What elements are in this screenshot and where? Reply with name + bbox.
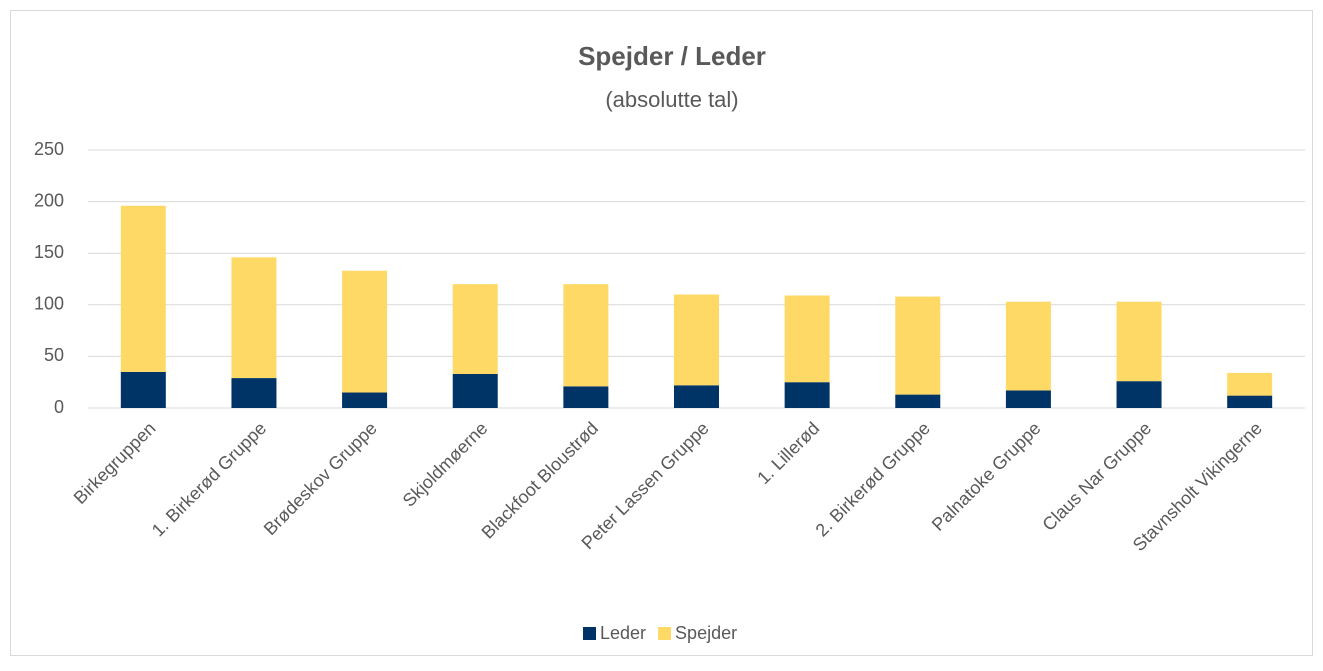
bar-segment (674, 294, 719, 386)
legend-swatch (583, 627, 596, 640)
y-tick-label: 250 (34, 139, 64, 159)
bar-segment (1116, 301, 1162, 382)
legend-label: Spejder (675, 623, 737, 643)
chart-subtitle: (absolutte tal) (605, 87, 738, 112)
bar-segment (1005, 301, 1051, 391)
chart-title: Spejder / Leder (578, 41, 766, 71)
y-tick-label: 0 (54, 397, 64, 417)
bar-segment (231, 378, 277, 408)
bar-segment (120, 371, 166, 408)
bar-segment (452, 284, 498, 374)
bar-segment (1227, 372, 1273, 396)
bar-segment (342, 392, 388, 408)
y-tick-label: 200 (34, 190, 64, 210)
bar-segment (563, 386, 609, 408)
y-tick-label: 100 (34, 294, 64, 314)
bar-segment (452, 373, 498, 408)
y-tick-label: 50 (44, 345, 64, 365)
chart-border (10, 10, 1313, 656)
bar-segment (1227, 395, 1273, 408)
legend-swatch (658, 627, 672, 640)
bar-segment (231, 257, 277, 379)
bar-segment (342, 270, 388, 393)
bar-segment (784, 295, 830, 383)
bar-segment (120, 205, 166, 372)
bar-segment (1005, 390, 1051, 408)
legend-label: Leder (600, 623, 646, 643)
bar-segment (895, 394, 941, 408)
bar-segment (563, 284, 609, 387)
bar-segment (784, 382, 830, 408)
bar-segment (1116, 381, 1162, 408)
y-tick-label: 150 (34, 242, 64, 262)
bar-segment (895, 296, 941, 395)
bar-segment (674, 385, 719, 408)
